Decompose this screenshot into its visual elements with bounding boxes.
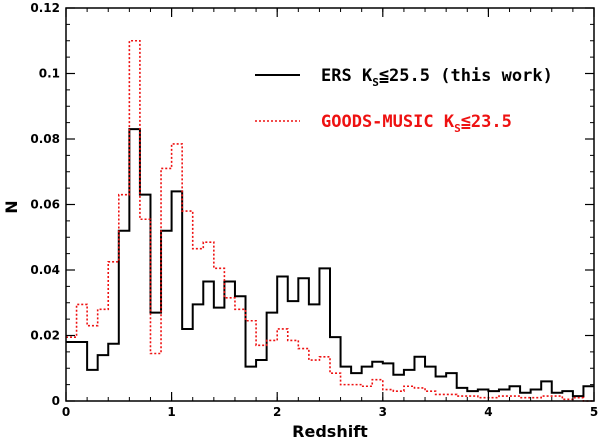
x-tick-label: 3 — [379, 405, 387, 419]
y-tick-label: 0.06 — [30, 198, 60, 212]
axes: 0 1 2 3 4 5 0 0.02 0.04 0.06 0.08 0.1 0.12 — [30, 1, 598, 419]
y-tick-label: 0 — [52, 394, 60, 408]
series-ers-histogram — [66, 128, 594, 398]
y-axis-label: N — [2, 200, 21, 213]
x-axis-label: Redshift — [292, 422, 368, 441]
x-tick-label: 5 — [590, 405, 598, 419]
x-tick-label: 1 — [167, 405, 175, 419]
plot-frame — [65, 7, 595, 402]
legend-ers-sub: S — [372, 76, 379, 89]
legend-goods-rest: ≦23.5 — [461, 112, 512, 132]
y-tick-label: 0.04 — [30, 263, 60, 277]
legend-goods-sub: S — [454, 122, 461, 135]
plot-area — [66, 39, 594, 402]
legend-label-ers: ERS KS≦25.5 (this work) — [321, 66, 553, 89]
legend-label-goods-music: GOODS-MUSIC KS≦23.5 — [321, 112, 512, 135]
legend-ers-main: ERS K — [321, 66, 373, 86]
series-goods-music-histogram — [66, 39, 594, 402]
y-tick-label: 0.12 — [30, 1, 60, 15]
y-tick-label: 0.1 — [39, 67, 60, 81]
y-tick-label: 0.08 — [30, 132, 60, 146]
x-tick-label: 0 — [62, 405, 70, 419]
x-tick-label: 4 — [484, 405, 492, 419]
legend-ers-rest: ≦25.5 (this work) — [379, 66, 553, 86]
y-tick-label: 0.02 — [30, 329, 60, 343]
legend-goods-main: GOODS-MUSIC K — [321, 112, 455, 132]
legend: ERS KS≦25.5 (this work) GOODS-MUSIC KS≦2… — [255, 66, 553, 135]
x-tick-label: 2 — [273, 405, 281, 419]
